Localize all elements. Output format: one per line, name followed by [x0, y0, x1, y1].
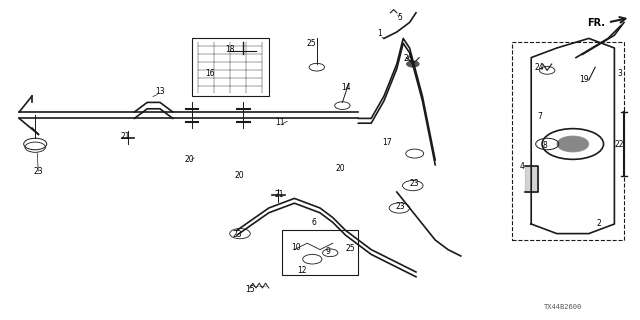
- Text: 9: 9: [326, 247, 331, 256]
- Text: 6: 6: [311, 218, 316, 227]
- Text: 13: 13: [155, 87, 165, 96]
- Text: 20: 20: [234, 171, 244, 180]
- Text: 23: 23: [396, 202, 406, 211]
- Text: 18: 18: [226, 45, 235, 54]
- Text: 23: 23: [232, 230, 243, 239]
- Bar: [512, 42, 624, 240]
- Text: 16: 16: [205, 69, 215, 78]
- Bar: [282, 230, 358, 275]
- Text: 1: 1: [377, 29, 382, 38]
- Text: 23: 23: [33, 167, 44, 176]
- Text: TX44B2600: TX44B2600: [544, 304, 582, 309]
- Text: 12: 12: [298, 266, 307, 275]
- Text: 3: 3: [617, 69, 622, 78]
- Text: 25: 25: [307, 39, 317, 48]
- Text: 23: 23: [409, 179, 419, 188]
- Text: 21: 21: [121, 132, 130, 141]
- Text: 7: 7: [537, 112, 542, 121]
- Text: 17: 17: [381, 138, 392, 147]
- Text: 15: 15: [244, 285, 255, 294]
- Text: 20: 20: [184, 155, 195, 164]
- Text: 26: 26: [403, 54, 413, 63]
- Bar: [192, 38, 269, 96]
- Polygon shape: [525, 166, 538, 192]
- Text: 8: 8: [543, 141, 548, 150]
- Text: 14: 14: [340, 83, 351, 92]
- Text: 11: 11: [276, 118, 285, 127]
- Text: 10: 10: [291, 243, 301, 252]
- Text: 5: 5: [397, 13, 403, 22]
- Text: FR.: FR.: [587, 18, 605, 28]
- Text: 21: 21: [275, 190, 284, 199]
- Text: 20: 20: [335, 164, 346, 172]
- Text: 2: 2: [596, 220, 601, 228]
- Text: 24: 24: [534, 63, 545, 72]
- Text: 4: 4: [519, 162, 524, 171]
- Circle shape: [557, 136, 589, 152]
- Circle shape: [406, 61, 419, 67]
- Text: 22: 22: [615, 140, 624, 149]
- Text: 25: 25: [346, 244, 356, 253]
- Text: 19: 19: [579, 75, 589, 84]
